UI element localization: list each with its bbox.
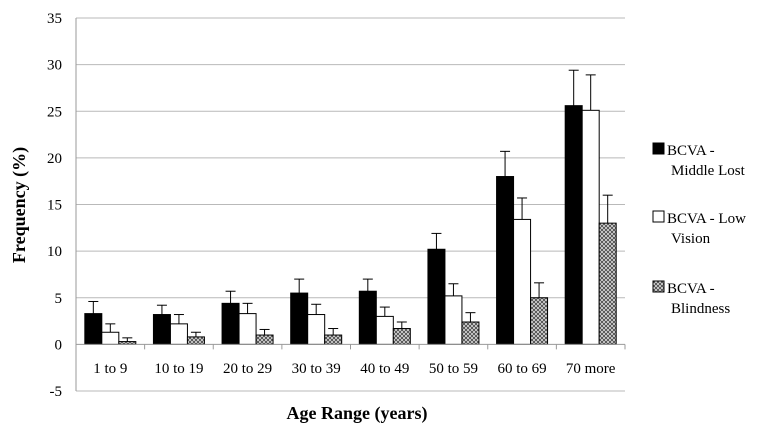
x-tick-label: 10 to 19 [154,361,203,377]
bar [101,331,120,345]
axes [75,18,626,391]
axis-labels: -5 0 5 10 15 20 25 30 35 1 to 9 10 to 19 20 to 29 30… [47,11,616,400]
x-tick-label: 70 more [566,361,616,377]
bar [290,292,309,345]
x-tick-label: 50 to 59 [429,361,478,377]
y-axis-title: Frequency (%) [9,147,30,263]
bar [513,218,532,345]
bar [564,105,583,345]
y-tick-label: 20 [47,151,62,167]
legend-swatch [652,142,665,155]
legend-label: Middle Lost [671,163,746,179]
gridlines [76,17,625,392]
bar [255,334,274,345]
bar [84,313,103,345]
y-tick-label: 25 [47,104,62,120]
bar [169,323,188,345]
bar [307,314,326,345]
bars [84,69,617,345]
bar [530,297,549,345]
bar [152,314,171,345]
legend-label: Vision [671,231,711,247]
x-tick-label: 20 to 29 [223,361,272,377]
bar [444,295,463,345]
bar [461,321,480,345]
bar [496,176,515,345]
x-tick-label: 40 to 49 [360,361,409,377]
x-tick-label: 30 to 39 [292,361,341,377]
y-tick-label: 35 [47,11,62,27]
legend-swatch [652,280,665,293]
y-tick-label: 10 [47,244,62,260]
y-tick-label: 5 [55,291,63,307]
bar [221,302,240,345]
bar [427,248,446,345]
legend-label: BCVA - [667,281,715,297]
legend-label: BCVA - Low [667,211,746,227]
legend-label: Blindness [671,301,730,317]
y-tick-label: 0 [55,337,63,353]
y-tick-label: 15 [47,198,62,214]
legend-label: BCVA - [667,143,715,159]
legend-swatch [652,210,665,223]
y-tick-label: -5 [50,384,63,400]
x-tick-label: 1 to 9 [93,361,127,377]
bar [375,315,394,345]
bar [324,334,343,345]
bar [186,336,205,345]
bar [358,290,377,345]
legend: BCVA - Middle Lost BCVA - Low Vision BCVA - B… [652,142,746,317]
bar [392,328,411,345]
bar [581,109,600,345]
bar [238,313,257,345]
x-axis-title: Age Range (years) [287,403,428,424]
x-tick-label: 60 to 69 [497,361,546,377]
y-tick-label: 30 [47,58,62,74]
bar [598,222,617,345]
